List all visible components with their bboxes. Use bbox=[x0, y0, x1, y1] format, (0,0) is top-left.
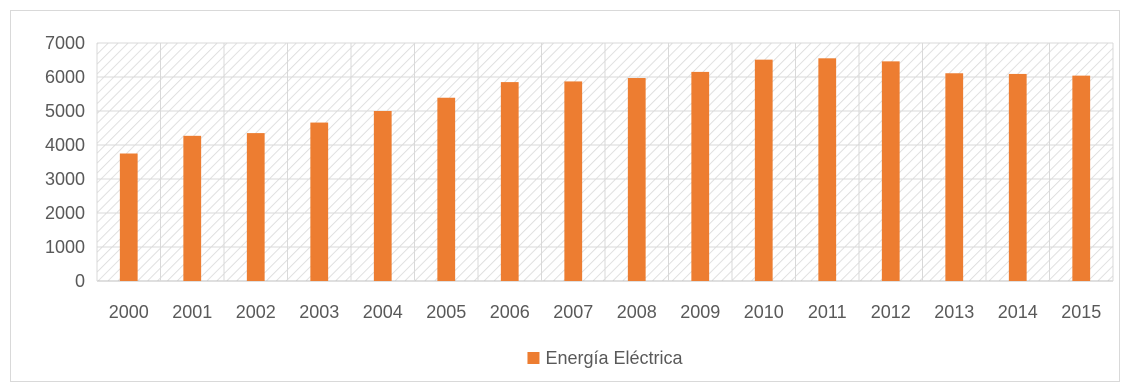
bar-2000 bbox=[119, 153, 138, 281]
x-tick-label: 2008 bbox=[617, 302, 657, 322]
y-tick-label: 7000 bbox=[45, 33, 85, 53]
y-axis: 0 1000 2000 3000 4000 5000 6000 7000 bbox=[45, 33, 85, 291]
bar-2012 bbox=[881, 61, 900, 281]
x-tick-label: 2004 bbox=[363, 302, 403, 322]
x-tick-label: 2010 bbox=[744, 302, 784, 322]
bar-2004 bbox=[373, 111, 392, 281]
bars bbox=[119, 58, 1091, 282]
y-tick-label: 5000 bbox=[45, 101, 85, 121]
bar-2008 bbox=[627, 78, 646, 282]
bar-2006 bbox=[500, 82, 519, 281]
y-tick-label: 1000 bbox=[45, 237, 85, 257]
x-tick-label: 2000 bbox=[109, 302, 149, 322]
bar-2015 bbox=[1072, 75, 1091, 281]
x-tick-label: 2012 bbox=[871, 302, 911, 322]
x-tick-label: 2006 bbox=[490, 302, 530, 322]
x-tick-label: 2013 bbox=[934, 302, 974, 322]
x-tick-label: 2005 bbox=[426, 302, 466, 322]
bar-2009 bbox=[691, 71, 710, 282]
legend-swatch bbox=[527, 352, 540, 364]
bar-2014 bbox=[1008, 73, 1027, 281]
x-tick-label: 2011 bbox=[808, 302, 847, 322]
bar-2005 bbox=[437, 97, 456, 282]
bar-2010 bbox=[754, 59, 773, 281]
bar-2003 bbox=[310, 122, 329, 281]
y-tick-label: 3000 bbox=[45, 169, 85, 189]
x-tick-label: 2009 bbox=[680, 302, 720, 322]
y-tick-label: 0 bbox=[75, 271, 85, 291]
x-tick-label: 2002 bbox=[236, 302, 276, 322]
bar-2007 bbox=[564, 81, 583, 281]
bar-2011 bbox=[818, 58, 837, 281]
x-tick-label: 2003 bbox=[299, 302, 339, 322]
y-tick-label: 2000 bbox=[45, 203, 85, 223]
legend: Energía Eléctrica bbox=[527, 348, 684, 368]
bar-2002 bbox=[246, 133, 265, 281]
x-tick-label: 2015 bbox=[1061, 302, 1101, 322]
bar-2001 bbox=[183, 135, 202, 281]
y-tick-label: 6000 bbox=[45, 67, 85, 87]
x-tick-label: 2014 bbox=[998, 302, 1038, 322]
y-tick-label: 4000 bbox=[45, 135, 85, 155]
grid-lines bbox=[96, 42, 1114, 282]
x-tick-label: 2001 bbox=[172, 302, 212, 322]
legend-label: Energía Eléctrica bbox=[545, 348, 683, 368]
bar-2013 bbox=[945, 73, 964, 281]
x-axis: 2000 2001 2002 2003 2004 2005 2006 2007 2008 2009… bbox=[109, 302, 1102, 322]
x-tick-label: 2007 bbox=[553, 302, 593, 322]
chart-frame: 0 1000 2000 3000 4000 5000 6000 7000 2000 2001 20… bbox=[10, 10, 1120, 382]
